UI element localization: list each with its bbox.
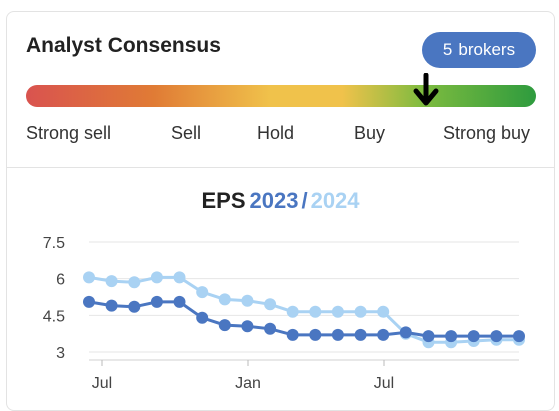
data-point-2024 [218,293,231,306]
brokers-label: brokers [458,40,516,59]
data-point-2023 [490,330,503,343]
data-point-2023 [173,295,186,308]
data-point-2023 [150,295,163,308]
data-point-2023 [264,322,277,335]
data-point-2023 [218,319,231,332]
brokers-count: 5 [442,40,453,59]
data-point-2023 [309,328,322,341]
data-point-2023 [196,311,209,324]
series-line-2023 [88,300,519,338]
y-tick-label: 6 [56,272,65,289]
consensus-gauge-bar [26,85,536,107]
x-tick-label: Jan [235,375,261,392]
eps-year-2024[interactable]: 2024 [310,188,360,213]
data-point-2024 [309,305,322,318]
y-tick-label: 7.5 [43,235,65,252]
arrow-down-icon [413,73,439,106]
y-tick-label: 3 [56,345,65,362]
data-point-2024 [354,305,367,318]
data-point-2023 [286,328,299,341]
data-point-2023 [128,300,141,313]
data-point-2023 [377,328,390,341]
data-point-2024 [331,305,344,318]
brokers-badge[interactable]: 5 brokers [422,32,536,68]
data-point-2024 [105,275,118,288]
analyst-consensus-card: Analyst Consensus 5 brokers Strong sell S… [6,11,555,411]
eps-chart-title: EPS 2023/2024 [7,188,554,214]
y-tick-label: 4.5 [43,308,65,325]
eps-year-2023[interactable]: 2023 [249,188,299,213]
gauge-label-buy: Buy [354,123,386,143]
data-point-2023 [399,326,412,339]
data-point-2024 [286,305,299,318]
data-point-2023 [354,328,367,341]
data-point-2024 [128,276,141,289]
data-point-2023 [445,330,458,343]
data-point-2023 [83,295,95,308]
card-title: Analyst Consensus [26,34,221,57]
eps-line-chart: 7.5 6 4.5 3 Jul Jan Jul [43,235,525,392]
gauge-labels: Strong sell Sell Hold Buy Strong buy [26,123,536,147]
gauge-label-strong-buy: Strong buy [443,123,531,143]
data-point-2023 [467,330,480,343]
eps-label: EPS [201,188,246,213]
x-tick-label: Jul [92,375,112,392]
data-point-2024 [83,271,95,284]
data-point-2023 [513,330,525,343]
data-point-2023 [331,328,344,341]
data-point-2024 [377,305,390,318]
data-point-2023 [105,299,118,312]
gauge-label-hold: Hold [257,123,295,143]
data-point-2024 [150,271,163,284]
data-point-2024 [196,286,209,299]
section-divider [7,167,554,168]
data-point-2024 [173,271,186,284]
data-point-2024 [264,298,277,311]
gauge-label-sell: Sell [171,123,202,143]
data-point-2023 [241,320,254,333]
eps-separator: / [301,188,308,213]
gauge-label-strong-sell: Strong sell [26,123,112,143]
data-point-2024 [241,294,254,307]
x-tick-label: Jul [374,375,394,392]
data-point-2023 [422,330,435,343]
